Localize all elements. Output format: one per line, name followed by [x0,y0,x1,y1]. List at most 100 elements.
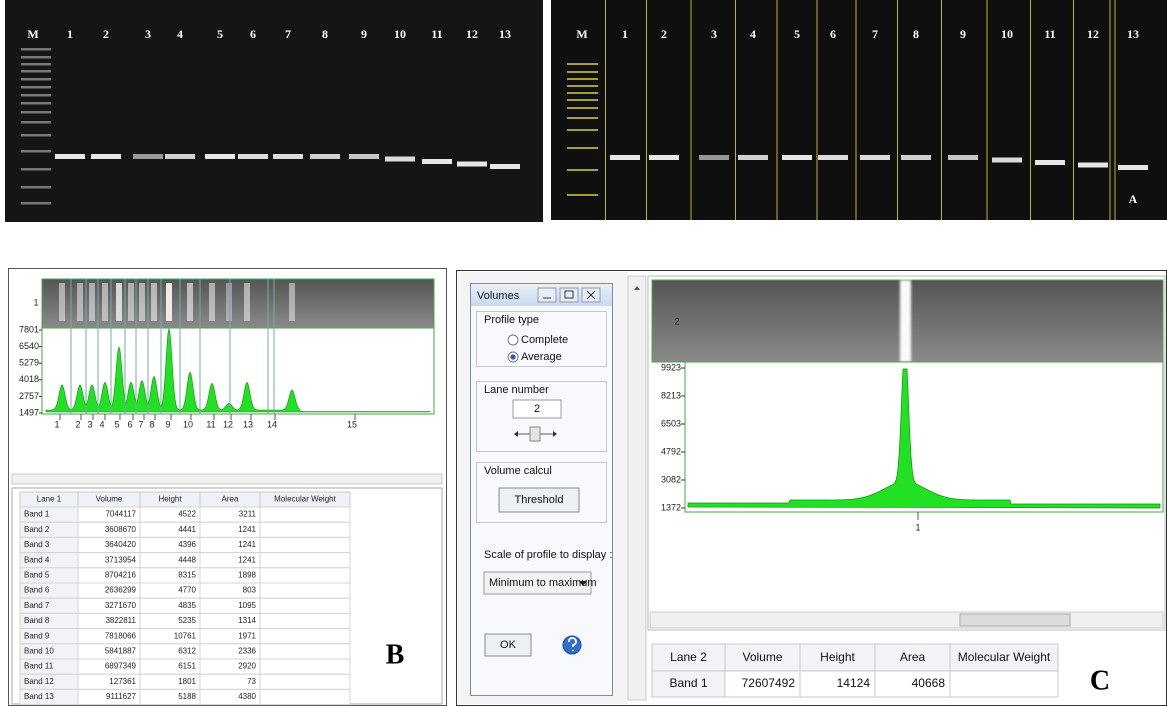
peak-label: 14 [267,419,277,429]
table-cell [260,689,350,704]
table-cell [950,671,1058,697]
lane-label: 5 [217,27,223,41]
cell-text: 3211 [239,510,257,519]
cell-text: 4448 [178,555,196,564]
v-scrollbar[interactable] [628,276,646,700]
table-cell [260,537,350,552]
strip-band [77,283,83,321]
peak-label: 5 [114,419,119,429]
cell-text: Band 11 [24,662,54,671]
strip-lane-label: 1 [33,297,38,307]
gel-band [349,154,379,159]
ladder-band [21,63,51,66]
y-tick-label: 6540 [19,341,39,351]
cell-text: 4396 [178,540,196,549]
gel-band [738,155,768,160]
gel-band [273,154,303,159]
h-scrollbar[interactable] [12,474,442,484]
table-cell [260,629,350,644]
gel-band [610,155,640,160]
cell-text: 1241 [238,555,256,564]
cell-text: 7044117 [105,510,136,519]
slider-thumb[interactable] [530,427,540,441]
strip-band [128,283,134,321]
cell-text: Band 9 [24,631,50,640]
gel-band [55,154,85,159]
cell-text: 6151 [178,662,196,671]
lane-label: 6 [250,27,256,41]
cell-text: 4770 [178,586,196,595]
cell-text: 5235 [178,616,196,625]
cell-text: Band 6 [24,586,50,595]
table-cell [260,568,350,583]
gel-band [860,155,890,160]
strip-band [89,283,95,321]
ladder-band [21,168,51,171]
radio-dot [510,354,515,359]
strip-lane-label: 2 [674,316,679,326]
peak-label: 11 [206,419,215,429]
window-button[interactable] [538,288,556,302]
body: M12345678910111213M12345678910111213A178… [0,0,1167,706]
cell-text: 10761 [174,631,197,640]
gel-band [992,158,1022,163]
y-tick-label: 5279 [19,358,39,368]
ladder-band [21,202,51,205]
gel-band [1035,160,1065,165]
cell-text: 40668 [912,676,946,690]
cell-text: Band 7 [24,601,50,610]
strip-band [166,283,172,321]
ladder-band [21,150,51,153]
cell-text: Band 10 [24,647,54,656]
gel-band [310,154,340,159]
cell-text: 6897349 [105,662,137,671]
number-value: 2 [534,403,540,415]
strip-band [289,283,295,321]
gel-band [165,154,195,159]
cell-text: Band 13 [24,692,54,701]
cell-text: 2636299 [105,586,137,595]
gel-band [1118,165,1148,170]
peak-label: 6 [127,419,132,429]
y-tick-label: 4792 [661,446,681,456]
lane-label: 11 [1044,27,1055,41]
cell-text: 9111627 [106,692,137,701]
page: Gel analysis figure {"gel_top_left": {"l… [0,0,1167,706]
cell-text: Band 1 [669,676,707,690]
strip-band [102,283,108,321]
cell-text: 5841887 [105,647,137,656]
peak-label: 9 [165,419,170,429]
panel-label: A [1129,192,1138,206]
strip-band [139,283,145,321]
peak-label: 15 [347,419,357,429]
cell-text: 3608670 [105,525,137,534]
peak-label: 7 [138,419,143,429]
cell-text: 2920 [238,662,256,671]
header-text: Molecular Weight [958,650,1051,664]
gel-image [5,0,543,222]
radio-button[interactable] [508,335,518,345]
radio-label: Average [521,351,562,363]
y-tick-label: 9923 [661,362,681,372]
peak-label: 1 [54,419,59,429]
header-text: Height [820,650,855,664]
header-text: Volume [96,495,123,504]
y-tick-label: 4018 [19,374,39,384]
header-text: Lane 1 [37,495,62,504]
gel-image [551,0,1167,220]
gel-band [422,159,452,164]
gel-band [1078,163,1108,168]
cell-text: Band 8 [24,616,50,625]
window-button[interactable] [560,288,578,302]
scroll-thumb[interactable] [960,614,1070,626]
cell-text: 4835 [178,601,196,610]
cell-text: 1241 [238,540,256,549]
header-text: Height [158,495,182,504]
cell-text: 3271670 [105,601,137,610]
ladder-band [21,86,51,89]
gel-band [205,154,235,159]
h-scrollbar[interactable] [650,612,1163,628]
cell-text: 127361 [109,677,136,686]
lane-label: 4 [177,27,183,41]
table-cell [260,583,350,598]
